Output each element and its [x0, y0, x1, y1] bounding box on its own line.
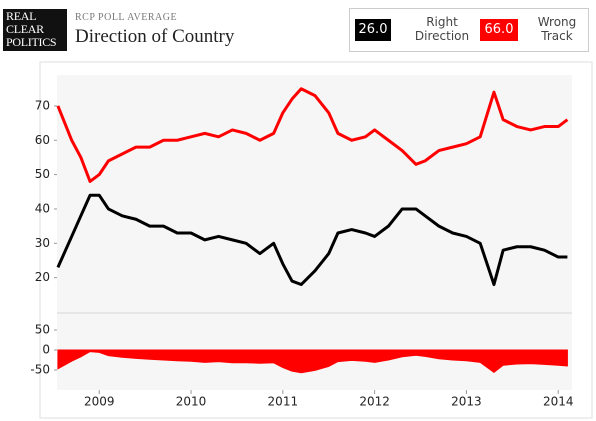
logo-line: CLEAR — [6, 22, 44, 36]
series-line — [56, 87, 569, 183]
legend-label: Right Direction — [414, 15, 470, 43]
logo-line: REAL — [6, 9, 37, 23]
x-tick-label: 2011 — [268, 395, 299, 409]
series-line — [56, 193, 568, 287]
x-tick-label: 2012 — [359, 395, 390, 409]
x-tick-label: 2014 — [543, 395, 574, 409]
y-tick-label: 50 — [35, 323, 50, 337]
x-tick-label: 2009 — [84, 395, 115, 409]
y-tick-label: 50 — [35, 167, 50, 181]
y-tick-label: 30 — [35, 236, 50, 250]
spread-area — [57, 349, 568, 374]
legend-value: 66.0 — [480, 19, 518, 41]
y-tick-label: -50 — [30, 363, 50, 377]
y-tick-label: 40 — [35, 201, 50, 215]
subtitle: RCP POLL AVERAGE — [75, 12, 178, 23]
y-tick-label: 60 — [35, 133, 50, 147]
logo: REAL CLEAR POLITICS — [3, 9, 67, 51]
x-tick-label: 2013 — [451, 395, 482, 409]
x-tick-label: 2010 — [176, 395, 207, 409]
y-tick-label: 0 — [42, 343, 50, 357]
legend-value: 26.0 — [355, 19, 391, 41]
title: Direction of Country — [75, 26, 235, 47]
logo-line: POLITICS — [6, 35, 57, 49]
legend: 26.0 Right Direction 66.0 Wrong Track — [349, 8, 589, 52]
y-tick-label: 20 — [35, 270, 50, 284]
legend-label: Wrong Track — [537, 15, 577, 43]
y-tick-label: 70 — [35, 98, 50, 112]
header: REAL CLEAR POLITICS RCP POLL AVERAGE Dir… — [0, 0, 596, 60]
